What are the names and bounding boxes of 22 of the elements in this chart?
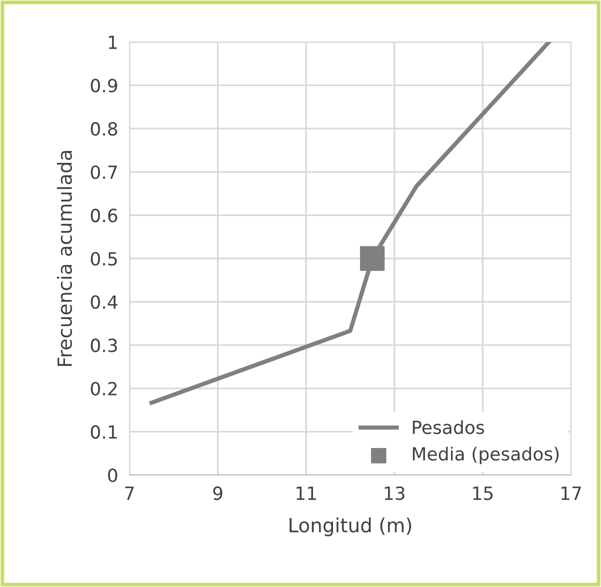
x-axis-title: Longitud (m) xyxy=(290,517,412,536)
y-tick-label: 0.9 xyxy=(90,78,118,92)
y-tick-label: 0.7 xyxy=(90,165,117,180)
y-tick-label: 0.1 xyxy=(90,425,117,439)
x-tick-label: 13 xyxy=(384,486,404,500)
line-series xyxy=(149,42,552,405)
x-tick-label: 9 xyxy=(213,486,222,500)
x-tick-label: 11 xyxy=(296,486,316,500)
y-tick-label: 0.3 xyxy=(90,338,117,352)
y-tick-label: 0.5 xyxy=(90,252,117,266)
y-tick-label: 1 xyxy=(108,36,117,49)
y-tick-label: 0.6 xyxy=(90,208,118,222)
y-tick-label: 0.2 xyxy=(90,382,117,396)
y-axis-title: Frecuencia acumulada xyxy=(56,150,72,366)
x-tick-label: 17 xyxy=(561,486,581,500)
x-tick-label: 15 xyxy=(473,486,493,500)
y-tick-label: 0 xyxy=(108,468,118,482)
y-tick-label: 0.4 xyxy=(90,295,118,309)
legend-label: Media (pesados) xyxy=(412,446,559,464)
y-tick-label: 0.8 xyxy=(90,122,118,136)
legend-label: Pesados xyxy=(412,420,484,434)
x-tick-label: 7 xyxy=(125,486,134,500)
